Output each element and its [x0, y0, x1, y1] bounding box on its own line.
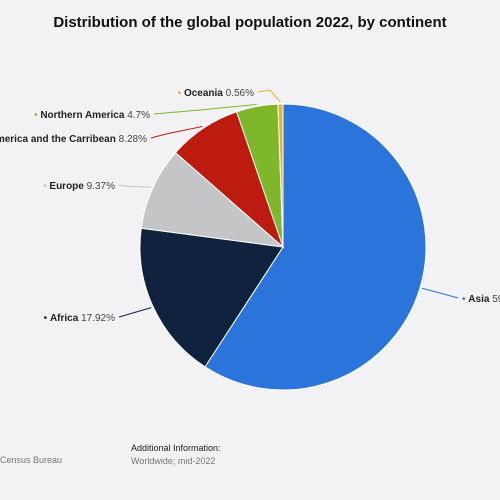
leader-line — [118, 307, 152, 318]
pie-slice-oceania — [277, 103, 284, 248]
label-bullet: • — [43, 181, 49, 192]
slice-label-value: 8.28% — [119, 134, 147, 145]
source-value: Census Bureau — [0, 455, 63, 465]
slice-label-value: 9.37% — [87, 181, 115, 192]
slice-label: • Asia 59.2% — [462, 294, 500, 305]
pie-slice-africa — [139, 227, 284, 368]
pie-slice-europe — [140, 151, 285, 248]
additional-info-text: Worldwide; mid-2022 — [131, 456, 216, 466]
slice-label: • Latin America and the Carribean 8.28% — [0, 134, 147, 145]
slice-label-name: Latin America and the Carribean — [0, 134, 119, 145]
pie-slice-asia — [204, 103, 427, 391]
slice-label: • Europe 9.37% — [43, 181, 115, 192]
chart-title: Distribution of the global population 20… — [53, 14, 447, 31]
slice-label-name: Africa — [50, 313, 81, 324]
slice-label-value: 17.92% — [81, 313, 115, 324]
slice-label: • Africa 17.92% — [44, 313, 115, 324]
leader-line — [118, 184, 151, 188]
leader-line — [421, 287, 459, 299]
leader-line — [153, 103, 257, 115]
label-bullet: • — [34, 110, 40, 121]
additional-info-title: Additional Information: — [131, 443, 221, 453]
slice-label-value: 59.2% — [492, 294, 500, 305]
label-bullet: • — [44, 313, 50, 324]
slice-label: • Oceania 0.56% — [178, 88, 254, 99]
label-bullet: • — [462, 294, 468, 305]
leader-line — [257, 89, 281, 103]
leader-line — [150, 126, 203, 139]
slice-label-name: Asia — [468, 294, 492, 305]
slice-label: • Northern America 4.7% — [34, 110, 150, 121]
slice-label-name: Europe — [49, 181, 86, 192]
slice-label-name: Northern America — [40, 110, 127, 121]
source-text: Census Bureau — [0, 455, 62, 465]
slice-label-value: 0.56% — [226, 88, 254, 99]
label-bullet: • — [178, 88, 184, 99]
slice-label-value: 4.7% — [127, 110, 150, 121]
slice-label-name: Oceania — [184, 88, 226, 99]
